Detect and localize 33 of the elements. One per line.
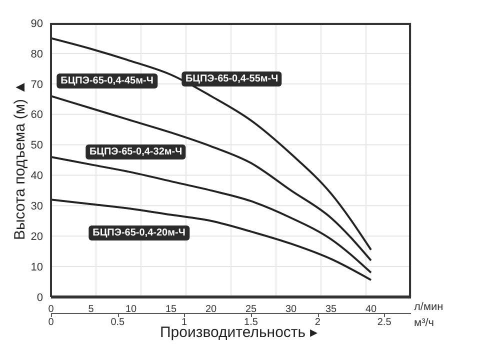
text: л/мин [414, 301, 444, 313]
y-tick-label: 20 [30, 231, 43, 244]
line-series [51, 95, 372, 262]
y-tick-label: 80 [30, 48, 43, 60]
x-tick-label: 0 [48, 304, 54, 316]
x-tick-label: 25 [245, 304, 257, 316]
y-tick-label: 40 [30, 170, 43, 182]
x-tick-label: 10 [125, 304, 137, 316]
text: м³/ч [414, 317, 434, 329]
y-tick-label: 50 [30, 140, 43, 152]
line-series [51, 156, 372, 274]
series-label: БЦПЭ-65-0,4-45м-Ч [56, 73, 158, 88]
line-series [51, 37, 372, 251]
y-axis-title: Высота подъема (м) ▲ [12, 80, 28, 240]
series-label: БЦПЭ-65-0,4-20м-Ч [88, 226, 190, 241]
y-tick-label: 60 [30, 109, 43, 122]
x-tick-label: 30 [285, 304, 297, 316]
x2-tick-label: 0 [48, 317, 54, 328]
line-series [51, 198, 372, 281]
x-tick-label: 20 [205, 304, 217, 316]
x2-tick-label: 2.5 [377, 317, 392, 328]
series-label: БЦПЭ-65-0,4-55м-Ч [181, 72, 282, 87]
y-tick-label: 0 [36, 292, 43, 304]
x-tick-label: 15 [165, 304, 177, 316]
y-tick-label: 10 [30, 261, 43, 274]
x-tick-label: 35 [325, 304, 337, 316]
y-tick-label: 90 [30, 18, 43, 30]
x2-tick-label: 0.5 [110, 317, 125, 328]
x-tick-label: 40 [365, 304, 377, 316]
y-tick-label: 30 [30, 200, 43, 213]
y-tick-label: 70 [30, 78, 43, 91]
x-tick-label: 5 [88, 304, 94, 316]
series-label: БЦПЭ-65-0,4-32м-Ч [85, 144, 186, 160]
